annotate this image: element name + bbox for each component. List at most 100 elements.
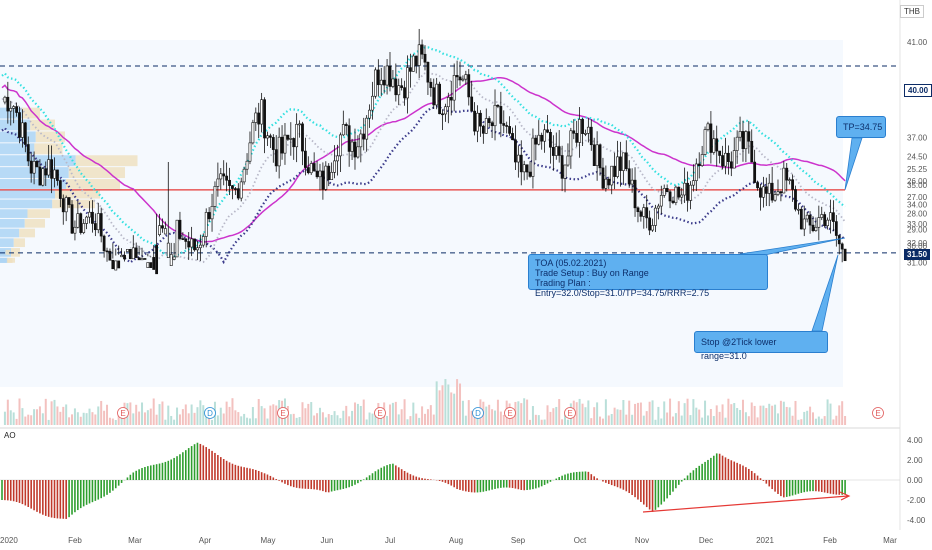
candle-body: [484, 118, 488, 134]
candle-body: [50, 159, 53, 179]
volume-bar: [117, 412, 120, 425]
volume-bar: [832, 419, 835, 425]
volume-bar: [540, 419, 543, 425]
volume-bar: [254, 418, 257, 425]
volume-bar: [345, 405, 348, 425]
candle-body: [336, 155, 339, 162]
candle-body: [639, 211, 643, 217]
candle-body: [797, 208, 800, 211]
volume-bar: [669, 398, 672, 425]
candle-body: [689, 184, 692, 201]
event-marker-label: E: [875, 409, 880, 418]
candle-body: [117, 260, 121, 269]
candle-body: [543, 129, 547, 142]
time-tick-label: Nov: [635, 536, 649, 545]
volume-bar: [421, 406, 424, 425]
candle-body: [627, 168, 631, 185]
currency-badge[interactable]: THB: [900, 5, 924, 18]
candle-body: [394, 78, 398, 96]
candle-body: [636, 207, 640, 213]
volume-bar: [642, 415, 645, 425]
candle-body: [131, 247, 135, 260]
candle-body: [499, 106, 503, 124]
volume-bar: [584, 407, 587, 425]
volume-bar: [651, 400, 654, 425]
candle-body: [3, 96, 7, 103]
time-tick-label: Feb: [68, 536, 82, 545]
candle-body: [350, 141, 354, 152]
candle-body: [368, 109, 371, 119]
tp-pointer: [844, 137, 863, 190]
candle-body: [213, 186, 217, 207]
volume-bar: [260, 406, 263, 425]
volume-bar: [794, 400, 797, 425]
volume-bar: [727, 398, 730, 425]
volume-bar: [348, 416, 351, 425]
volume-bar: [759, 405, 762, 425]
volume-bar: [359, 405, 362, 425]
event-marker: [504, 407, 516, 419]
volume-bar: [295, 417, 298, 425]
candle-body: [551, 146, 555, 156]
indicator-label: AO: [4, 431, 16, 440]
candle-body: [143, 258, 147, 260]
candle-body: [184, 238, 188, 242]
volume-bar: [718, 411, 721, 425]
volume-bar: [330, 414, 333, 425]
candle-body: [391, 78, 395, 87]
range-shade: [0, 40, 843, 387]
candle-body: [546, 129, 549, 133]
candle-body: [549, 131, 552, 148]
candle-body: [298, 123, 301, 126]
candle-body: [791, 179, 794, 190]
candle-body: [616, 156, 619, 177]
candle-body: [537, 134, 541, 145]
volume-bar: [108, 417, 111, 425]
candle-body: [341, 124, 345, 136]
price-tag-support: 31.50: [904, 249, 931, 260]
volume-bar: [310, 402, 313, 425]
candle-body: [128, 248, 132, 260]
candle-body: [301, 123, 304, 152]
candle-body: [528, 171, 532, 177]
candle-body: [712, 138, 716, 153]
volume-bar: [607, 415, 610, 425]
volume-bar: [292, 413, 295, 425]
price-tick-label: 25.25: [907, 165, 928, 174]
volume-bar: [689, 415, 692, 425]
candle-body: [493, 104, 497, 127]
volume-bar: [231, 398, 234, 425]
volume-bar: [362, 399, 365, 425]
price-tick-label: 30.00: [907, 242, 928, 251]
volume-bar: [365, 419, 368, 425]
volume-bar: [135, 404, 138, 425]
volume-bar: [823, 416, 826, 425]
candle-body: [216, 178, 220, 187]
candle-body: [817, 217, 821, 228]
candle-body: [674, 186, 678, 203]
candle-body: [578, 119, 582, 143]
volume-bar: [403, 399, 406, 425]
candle-body: [586, 126, 590, 134]
volume-bar: [100, 400, 103, 425]
candle-body: [619, 156, 622, 171]
candle-body: [178, 219, 182, 239]
volume-bar: [321, 412, 324, 425]
candle-body: [67, 197, 71, 205]
candle-body: [747, 131, 751, 142]
volume-bar: [374, 413, 377, 425]
candle-body: [166, 242, 170, 258]
candle-body: [254, 112, 258, 123]
volume-bar: [351, 410, 354, 425]
candle-body: [753, 161, 757, 183]
candle-body: [729, 161, 733, 169]
volume-bar: [456, 379, 459, 425]
candle-body: [592, 144, 596, 166]
candle-body: [808, 214, 812, 226]
candle-body: [458, 76, 462, 81]
event-marker-label: D: [207, 409, 213, 418]
volume-bar: [435, 381, 438, 425]
volume-bar: [97, 406, 100, 425]
volume-bar: [491, 409, 494, 425]
volume-bar: [677, 401, 680, 425]
